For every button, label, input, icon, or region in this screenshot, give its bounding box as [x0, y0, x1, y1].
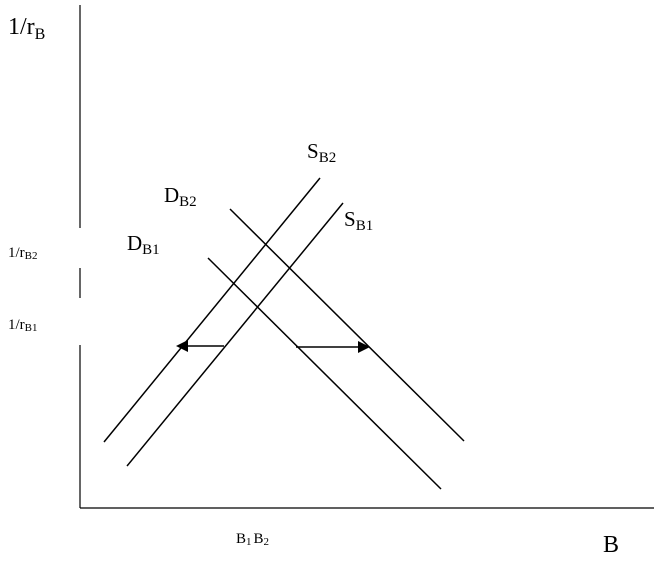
x-axis-label: B: [603, 532, 619, 558]
y-axis-label: 1/rB: [8, 14, 45, 43]
label-sb2: SB2: [307, 139, 336, 166]
label-sb1: SB1: [344, 207, 373, 234]
demand-curve-db1: [207, 257, 442, 490]
x-tick-label-b1-b2: B1 B2: [236, 531, 269, 548]
supply-curve-sb1: [126, 202, 344, 467]
y-tick-label-rb1: 1/rB1: [8, 317, 38, 334]
demand-curve-db2: [229, 208, 465, 442]
supply-curve-sb2: [103, 177, 321, 443]
label-db1: DB1: [127, 231, 160, 258]
label-db2: DB2: [164, 183, 197, 210]
y-tick-label-rb2: 1/rB2: [8, 245, 38, 262]
